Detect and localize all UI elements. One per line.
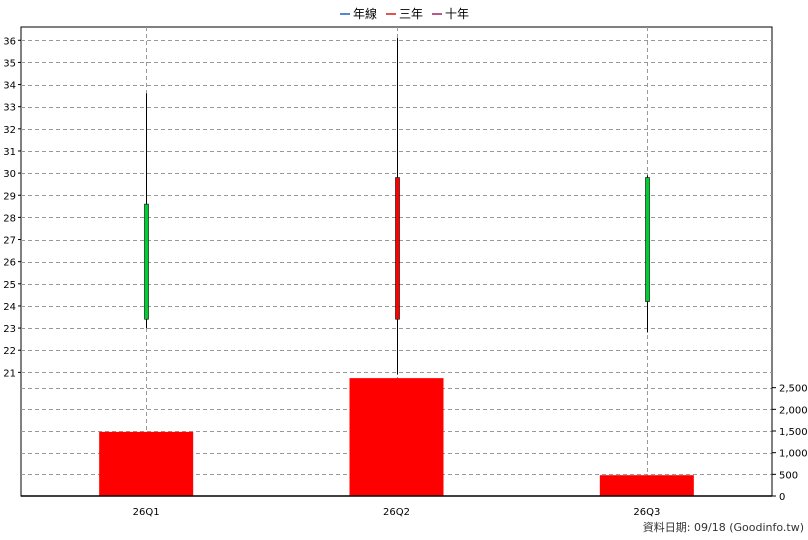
price-tick-label: 34 xyxy=(3,81,16,92)
legend: 年線 三年 十年 xyxy=(340,6,469,21)
candle-body-26Q3 xyxy=(645,177,650,302)
volume-tick-label: 1,500 xyxy=(779,427,808,438)
price-tick-label: 26 xyxy=(3,258,16,269)
price-tick-label: 31 xyxy=(3,147,16,158)
price-tick-label: 33 xyxy=(3,103,16,114)
price-tick-label: 32 xyxy=(3,125,16,136)
price-tick-label: 30 xyxy=(3,169,16,180)
price-tick-label: 27 xyxy=(3,236,16,247)
x-tick-label: 26Q1 xyxy=(133,507,160,518)
price-tick-label: 21 xyxy=(3,368,16,379)
volume-tick-label: 1,000 xyxy=(779,449,808,460)
price-tick-label: 29 xyxy=(3,191,16,202)
x-tick-label: 26Q2 xyxy=(383,507,410,518)
candles xyxy=(144,38,650,375)
volume-tick-label: 2,000 xyxy=(779,405,808,416)
price-tick-label: 35 xyxy=(3,58,16,69)
candle-body-26Q2 xyxy=(395,177,400,320)
price-tick-label: 36 xyxy=(3,36,16,47)
x-tick-label: 26Q3 xyxy=(633,507,660,518)
data-date-footer: 資料日期: 09/18 (Goodinfo.tw) xyxy=(643,520,804,534)
legend-label: 十年 xyxy=(445,7,469,21)
price-tick-label: 25 xyxy=(3,280,16,291)
price-tick-label: 28 xyxy=(3,213,16,224)
volume-bars xyxy=(99,378,694,496)
price-tick-label: 23 xyxy=(3,324,16,335)
volume-tick-label: 0 xyxy=(779,492,785,503)
volume-tick-label: 2,500 xyxy=(779,384,808,395)
x-axis: 26Q1 26Q2 26Q3 xyxy=(21,495,772,518)
legend-label: 三年 xyxy=(399,7,423,21)
price-tick-label: 24 xyxy=(3,302,16,313)
price-tick-label: 22 xyxy=(3,346,16,357)
volume-bar-26Q1 xyxy=(99,431,194,496)
price-axis: 21 22 23 24 25 26 27 28 29 30 31 32 33 34 35 36 xyxy=(3,36,21,379)
legend-label: 年線 xyxy=(353,6,377,21)
candle-body-26Q1 xyxy=(144,203,149,320)
volume-tick-label: 500 xyxy=(779,470,798,481)
volume-axis: 0 500 1,000 1,500 2,000 2,500 xyxy=(771,379,808,503)
volume-bar-26Q3 xyxy=(599,475,694,496)
volume-bar-26Q2 xyxy=(349,378,444,496)
